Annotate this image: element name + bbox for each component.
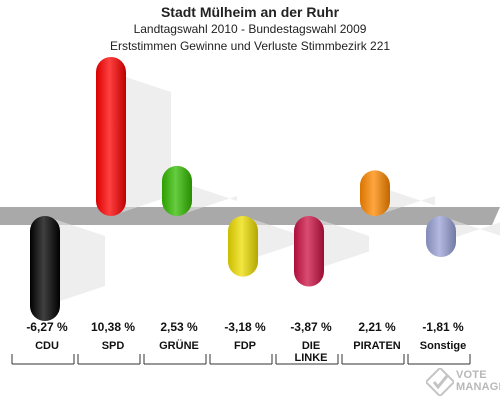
bar-cdu [30, 216, 60, 321]
chart-title: Stadt Mülheim an der Ruhr [160, 4, 340, 20]
category-label: SPD [102, 340, 125, 352]
bar-grüne [162, 165, 192, 216]
category-label: Sonstige [420, 340, 466, 352]
category-label: PIRATEN [353, 340, 401, 352]
category-label: DIE [302, 340, 320, 352]
vote-manager-logo: VOTE MANAGER [424, 366, 500, 398]
category-label: GRÜNE [159, 339, 199, 352]
category-label: LINKE [295, 352, 328, 364]
bar-fdp [228, 216, 258, 277]
bar-piraten [360, 170, 390, 216]
chart-subtitle-description: Erststimmen Gewinne und Verluste Stimmbe… [109, 39, 391, 53]
value-label: 10,38 % [91, 320, 135, 334]
watermark-line-1: VOTE [456, 369, 487, 381]
bar-sonstige [426, 216, 456, 257]
value-label: -3,18 % [224, 320, 266, 334]
value-label: 2,21 % [358, 320, 396, 334]
value-label: -6,27 % [26, 320, 68, 334]
chart-subtitle-election: Landtagswahl 2010 - Bundestagswahl 2009 [133, 22, 367, 36]
bar-spd [96, 57, 126, 216]
value-label: -3,87 % [290, 320, 332, 334]
bar-die-linke [294, 216, 324, 287]
value-label: 2,53 % [160, 320, 198, 334]
vote-manager-icon [424, 366, 456, 398]
value-label: -1,81 % [422, 320, 464, 334]
category-label: FDP [234, 340, 256, 352]
watermark-line-2: MANAGER [456, 381, 500, 393]
category-label: CDU [35, 340, 59, 352]
